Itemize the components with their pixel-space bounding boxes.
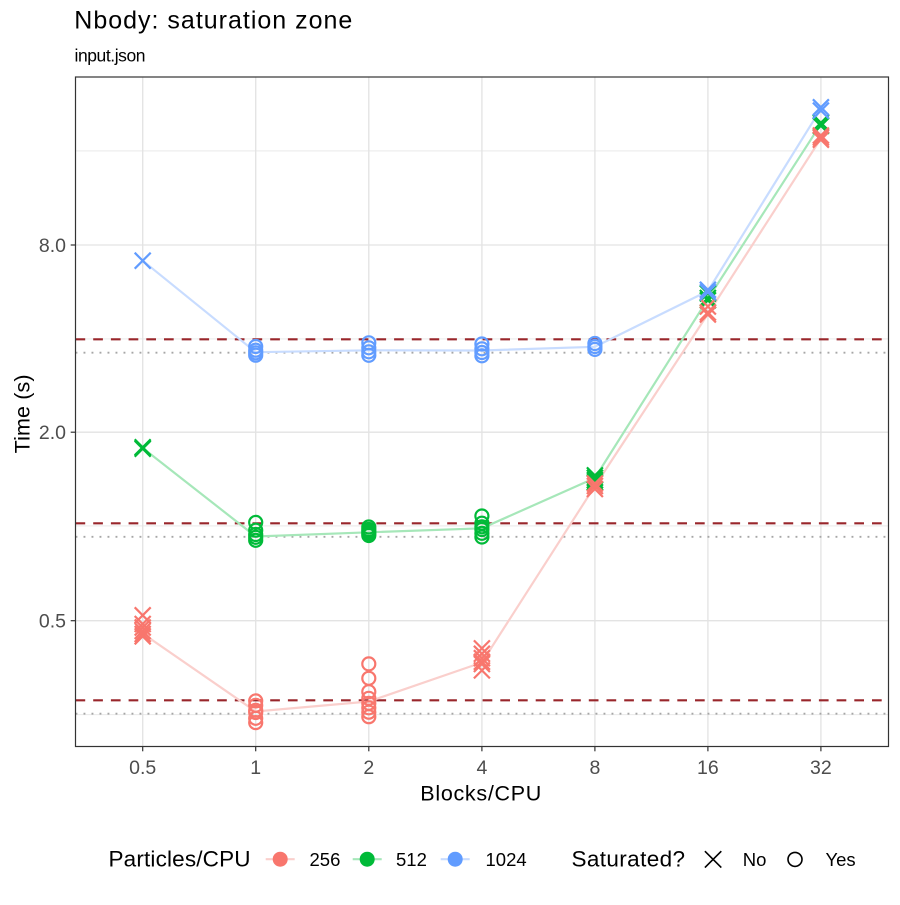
- svg-text:Time (s): Time (s): [10, 374, 34, 453]
- svg-text:16: 16: [697, 757, 719, 779]
- svg-text:Yes: Yes: [826, 849, 856, 870]
- svg-text:Particles/CPU: Particles/CPU: [109, 847, 251, 872]
- svg-text:8.0: 8.0: [39, 235, 66, 257]
- svg-text:Nbody: saturation zone: Nbody: saturation zone: [74, 7, 352, 35]
- svg-text:0.5: 0.5: [39, 611, 66, 633]
- svg-text:input.json: input.json: [75, 45, 146, 65]
- svg-text:32: 32: [810, 757, 832, 779]
- svg-text:2.0: 2.0: [39, 422, 66, 444]
- svg-text:0.5: 0.5: [129, 757, 156, 779]
- svg-text:4: 4: [476, 757, 487, 779]
- svg-text:512: 512: [396, 849, 427, 870]
- svg-text:Blocks/CPU: Blocks/CPU: [420, 781, 541, 805]
- svg-text:1: 1: [250, 757, 261, 779]
- svg-text:Saturated?: Saturated?: [572, 847, 686, 872]
- svg-text:256: 256: [310, 849, 341, 870]
- svg-text:8: 8: [589, 757, 600, 779]
- svg-text:1024: 1024: [486, 849, 527, 870]
- svg-text:No: No: [743, 849, 767, 870]
- svg-text:2: 2: [363, 757, 374, 779]
